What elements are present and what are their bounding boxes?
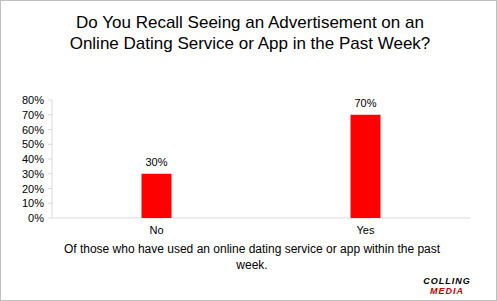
chart-frame [1,1,497,301]
y-tick-label: 30% [22,168,44,180]
y-tick [48,159,52,160]
y-tick-label: 40% [22,153,44,165]
x-axis [52,218,470,219]
y-tick [48,100,52,101]
y-tick-label: 60% [22,124,44,136]
y-tick-label: 80% [22,94,44,106]
x-tick-label: No [149,224,163,236]
x-tick-label: Yes [357,224,375,236]
data-label: 30% [145,156,167,168]
y-tick [48,188,52,189]
chart-title: Do You Recall Seeing an Advertisement on… [70,13,431,53]
y-tick-label: 0% [28,212,44,224]
y-tick [48,129,52,130]
y-tick-label: 50% [22,138,44,150]
logo-text: MEDIA [430,286,464,296]
data-label: 70% [354,97,376,109]
bars [142,115,381,218]
logo-text: COLLING [423,276,471,286]
y-tick [48,114,52,115]
y-tick [48,144,52,145]
chart: Do You Recall Seeing an Advertisement on… [0,0,497,301]
y-tick-label: 20% [22,183,44,195]
y-tick-label: 70% [22,109,44,121]
y-tick-label: 10% [22,197,44,209]
bar [142,174,172,218]
bar [351,115,381,218]
y-tick [48,173,52,174]
y-tick [48,218,52,219]
x-axis-label: Of those who have used an online dating … [64,242,441,272]
y-tick [48,203,52,204]
y-axis [52,100,53,218]
